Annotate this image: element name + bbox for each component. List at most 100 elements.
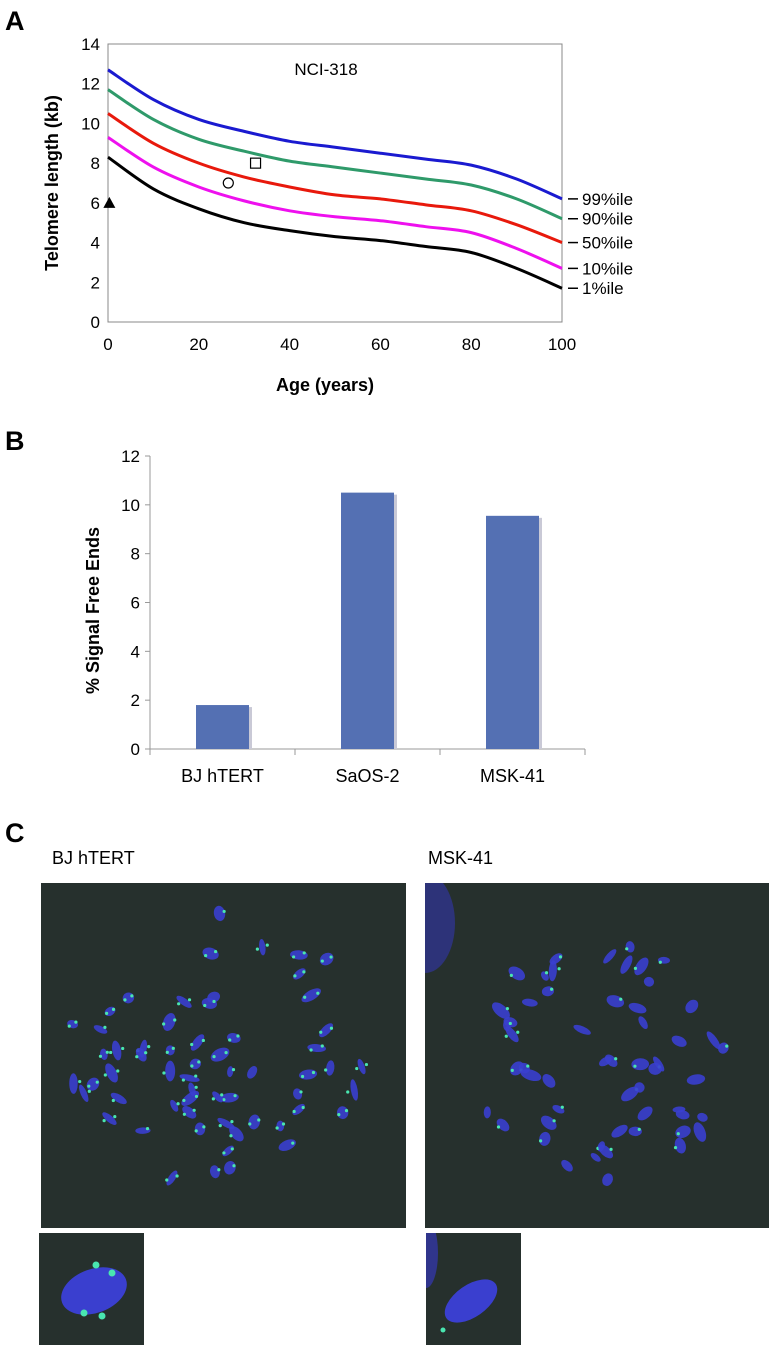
telomere-signal xyxy=(165,1178,169,1182)
chromosome xyxy=(182,1106,197,1119)
telomere-signal xyxy=(344,1109,349,1113)
series-label: 99%ile xyxy=(582,190,633,209)
bar xyxy=(196,705,249,749)
chromosome-inset-right xyxy=(426,1233,521,1345)
chromosome xyxy=(179,1074,200,1082)
chromosome xyxy=(67,1019,79,1029)
chromosome xyxy=(675,1109,690,1120)
telomere-signal xyxy=(504,1034,508,1038)
telomere-signal xyxy=(176,1102,180,1106)
chromosome-enlarged xyxy=(61,1267,127,1315)
chromosome xyxy=(508,966,526,981)
telomere-signal xyxy=(222,1151,226,1155)
series-line xyxy=(107,112,563,244)
telomere-signal xyxy=(105,1011,109,1015)
metaphase-image-left xyxy=(41,883,406,1228)
chromosome xyxy=(229,1126,244,1142)
nucleus-edge xyxy=(425,883,455,973)
chromosome xyxy=(278,1139,296,1151)
telomere-signal xyxy=(319,1030,323,1034)
telomere-signal xyxy=(194,1085,198,1089)
telomere-signal xyxy=(291,1141,295,1145)
telomere-signal xyxy=(303,995,307,999)
panel-label-b: B xyxy=(5,426,25,456)
chromosome xyxy=(637,1106,653,1121)
telomere-signal xyxy=(177,1002,181,1006)
telomere-signal xyxy=(526,1064,530,1068)
telomere-signal xyxy=(255,947,259,951)
chart-annotation: NCI-318 xyxy=(294,60,357,79)
telomere-signal xyxy=(324,1068,328,1072)
telomere-signal xyxy=(113,1115,117,1119)
chromosome xyxy=(202,947,219,960)
panel-label-a: A xyxy=(5,6,25,36)
telomere-signal xyxy=(364,1062,369,1067)
series-line xyxy=(107,155,563,290)
chromosome xyxy=(222,1145,234,1157)
bar xyxy=(341,492,394,749)
series-label: 50%ile xyxy=(582,234,633,253)
chromosome xyxy=(573,1024,591,1035)
chromosome xyxy=(176,995,192,1008)
panel-label-c: C xyxy=(5,818,25,848)
telomere-signal xyxy=(231,1068,236,1072)
data-marker-triangle xyxy=(103,196,116,208)
chromosome xyxy=(510,1061,524,1076)
chromosome xyxy=(190,1034,205,1051)
y-tick-label: 8 xyxy=(131,545,140,564)
y-tick-label: 14 xyxy=(81,35,100,54)
series-line xyxy=(107,68,563,201)
y-tick-label: 6 xyxy=(91,194,100,213)
telomere-signal xyxy=(232,1164,236,1168)
chromosome xyxy=(357,1058,366,1075)
telomere-signal xyxy=(299,1090,303,1094)
chromosome xyxy=(259,938,266,956)
chromosome xyxy=(166,1170,178,1186)
nucleus-edge xyxy=(426,1233,438,1288)
chromosome xyxy=(620,955,633,974)
telomere-signal xyxy=(220,1093,224,1097)
chromosome xyxy=(337,1106,349,1120)
telomere-signal xyxy=(230,1147,234,1151)
x-tick-label: 60 xyxy=(371,335,390,354)
telomere-signal xyxy=(201,1038,205,1043)
chromosome xyxy=(697,1112,708,1122)
telomere-signal xyxy=(108,1269,116,1277)
telomere-signal xyxy=(98,1054,103,1058)
chromosome xyxy=(492,1002,510,1019)
telomere-signal xyxy=(302,951,306,955)
metaphase-image-right xyxy=(425,883,769,1228)
chromosome xyxy=(188,1082,196,1097)
telomere-signal xyxy=(301,1105,305,1110)
telomere-signal xyxy=(181,1078,185,1082)
telomere-signal xyxy=(302,970,306,974)
telomere-signal xyxy=(539,1139,543,1143)
telomere-signal xyxy=(544,971,549,975)
telomere-signal xyxy=(222,909,226,914)
telomere-signal xyxy=(212,999,216,1004)
x-category-label: SaOS-2 xyxy=(335,766,399,786)
chromosome xyxy=(301,988,321,1003)
telomere-signal xyxy=(309,1048,313,1052)
chromosome xyxy=(590,1153,601,1162)
telomere-signal xyxy=(182,1098,186,1103)
chromosome xyxy=(603,949,617,964)
telomere-signal xyxy=(637,1127,641,1131)
series-label: 1%ile xyxy=(582,279,624,298)
telomere-signal xyxy=(190,1064,194,1068)
y-tick-label: 10 xyxy=(81,114,100,133)
y-tick-label: 2 xyxy=(131,691,140,710)
telomere-signal xyxy=(67,1024,71,1028)
chromosome xyxy=(621,1086,639,1102)
chromosome xyxy=(93,1025,108,1034)
telomere-signal xyxy=(292,955,296,959)
telomere-signal xyxy=(145,1127,150,1131)
chromosome xyxy=(69,1073,78,1094)
chromosome xyxy=(227,1033,241,1043)
chromosome xyxy=(210,1047,230,1062)
chromosome xyxy=(631,1058,650,1071)
chromosome xyxy=(86,1077,100,1091)
telomere-signal xyxy=(509,973,513,977)
chromosome xyxy=(212,1091,223,1103)
telomere-signal xyxy=(633,1064,637,1068)
